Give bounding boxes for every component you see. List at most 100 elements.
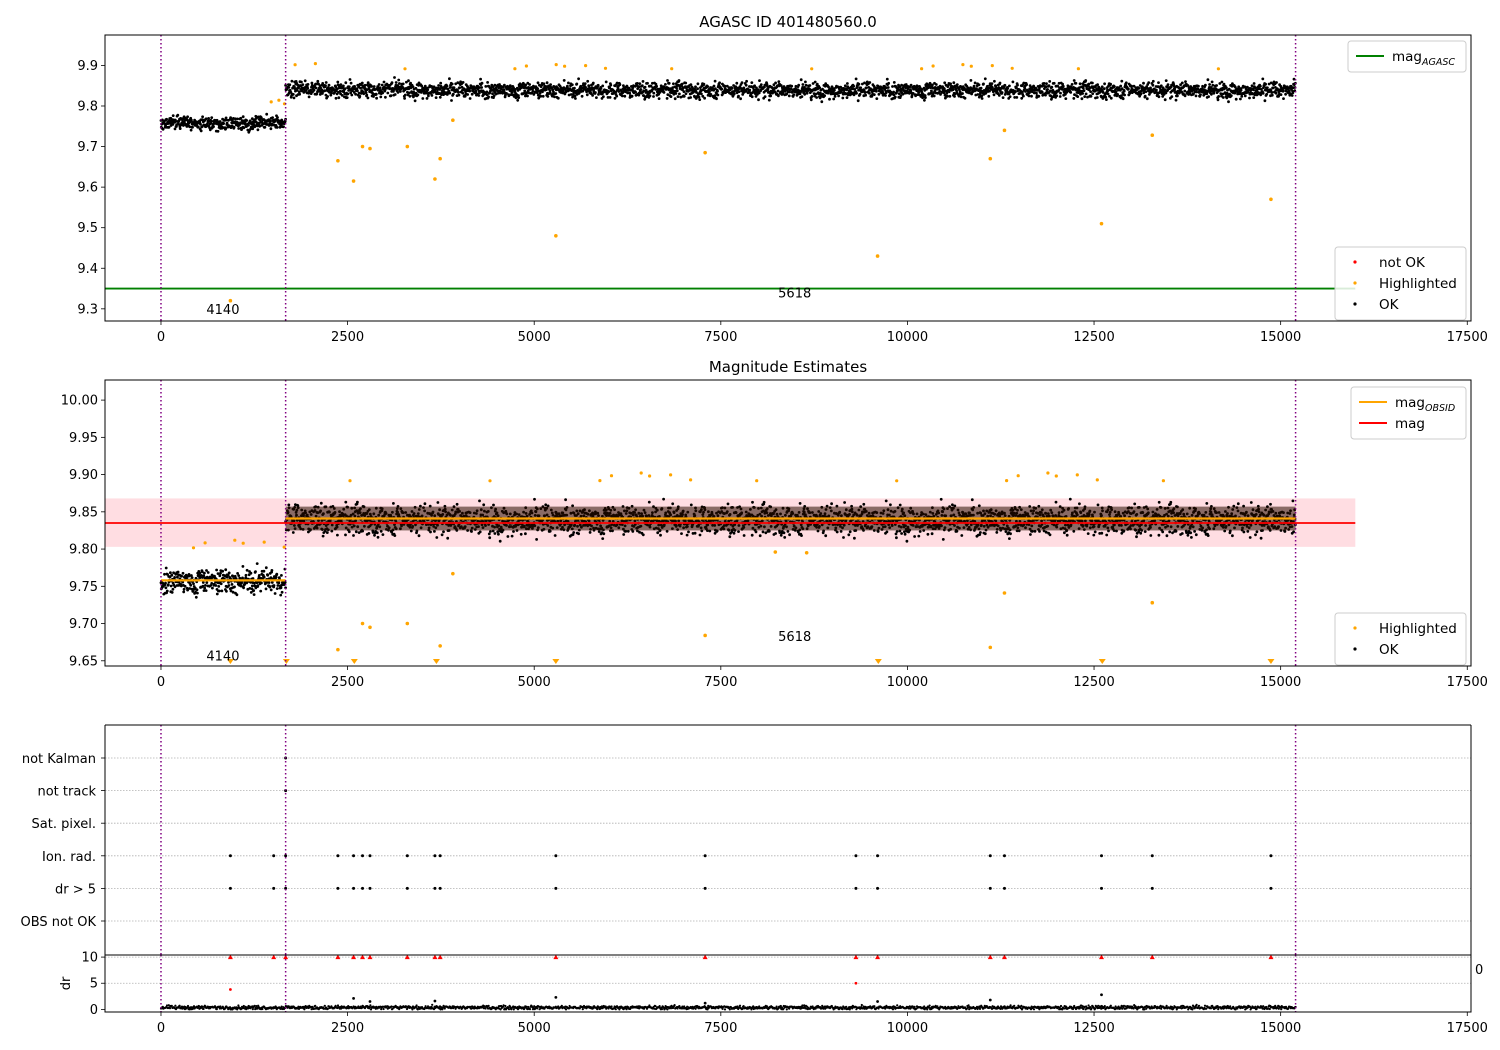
ok-point bbox=[695, 91, 698, 94]
ok-point bbox=[1078, 82, 1082, 86]
ok-point bbox=[450, 82, 454, 86]
ok-point bbox=[505, 92, 508, 95]
ok-point bbox=[401, 82, 405, 86]
ok-point bbox=[545, 81, 549, 85]
ok-point bbox=[814, 92, 818, 96]
ok-point bbox=[478, 91, 481, 95]
ok-point bbox=[984, 91, 988, 95]
ok-point bbox=[616, 87, 620, 91]
ok-point bbox=[951, 88, 955, 91]
highlighted-point bbox=[403, 67, 407, 71]
ok-point bbox=[182, 590, 186, 594]
ok-point bbox=[843, 84, 847, 88]
ok-point bbox=[440, 533, 444, 537]
ok-point bbox=[698, 98, 702, 101]
ok-point bbox=[833, 88, 836, 92]
ok-point bbox=[1183, 89, 1187, 93]
ok-point bbox=[990, 86, 994, 89]
ok-point bbox=[170, 573, 174, 577]
ok-point bbox=[362, 92, 366, 96]
ok-point bbox=[448, 91, 452, 95]
ok-point bbox=[507, 94, 511, 98]
ok-point bbox=[609, 83, 613, 87]
ok-point bbox=[354, 530, 358, 534]
ok-point bbox=[461, 91, 465, 95]
ok-point bbox=[818, 96, 822, 100]
ok-point bbox=[969, 79, 973, 82]
ok-point bbox=[205, 581, 209, 584]
highlighted-point bbox=[598, 479, 602, 483]
ok-point bbox=[1144, 90, 1148, 93]
ok-point bbox=[591, 81, 595, 85]
ok-point bbox=[198, 571, 202, 575]
ok-point bbox=[283, 581, 287, 584]
x-tick-label: 5000 bbox=[518, 330, 551, 345]
ok-point bbox=[544, 503, 548, 507]
ok-point bbox=[439, 81, 443, 85]
legend-dot-swatch bbox=[1353, 260, 1357, 264]
ok-point bbox=[596, 83, 600, 87]
ok-point bbox=[607, 90, 611, 94]
ok-point bbox=[942, 87, 946, 90]
ok-point bbox=[188, 125, 192, 129]
ok-point bbox=[548, 91, 552, 94]
ok-point bbox=[1044, 85, 1048, 89]
ok-point bbox=[430, 94, 434, 97]
ok-point bbox=[1234, 97, 1238, 101]
highlighted-point bbox=[405, 144, 410, 149]
ok-point bbox=[1227, 100, 1230, 104]
ok-point bbox=[1025, 83, 1028, 86]
ok-point bbox=[1176, 94, 1179, 98]
ok-point bbox=[485, 90, 489, 94]
ok-point bbox=[737, 90, 741, 93]
ok-point bbox=[973, 81, 977, 85]
ok-point bbox=[577, 532, 580, 536]
ok-point bbox=[573, 86, 576, 90]
ok-point bbox=[818, 86, 822, 90]
ok-point bbox=[630, 94, 634, 98]
ok-point bbox=[987, 94, 991, 98]
ok-point bbox=[707, 88, 711, 91]
ok-point bbox=[885, 77, 889, 81]
ok-point bbox=[227, 584, 231, 587]
ok-point bbox=[1194, 94, 1198, 98]
highlighted-point bbox=[703, 150, 707, 155]
ok-point bbox=[1084, 92, 1088, 96]
highlighted-point bbox=[451, 118, 455, 122]
ok-point bbox=[417, 534, 421, 538]
ok-point bbox=[641, 80, 645, 83]
ok-point bbox=[298, 92, 301, 96]
ok-point bbox=[1275, 81, 1278, 84]
ok-point bbox=[1022, 81, 1026, 85]
ok-point bbox=[1100, 85, 1104, 89]
ok-point bbox=[1180, 81, 1184, 85]
ok-point bbox=[689, 96, 692, 99]
ok-point bbox=[190, 576, 194, 579]
ok-point bbox=[297, 90, 301, 94]
ok-point bbox=[343, 87, 347, 90]
ok-point bbox=[792, 93, 796, 96]
highlighted-point bbox=[875, 254, 880, 258]
ok-point bbox=[1074, 81, 1078, 85]
highlighted-point bbox=[203, 541, 207, 545]
ok-point bbox=[506, 535, 510, 538]
ok-point bbox=[1104, 95, 1108, 99]
ok-point bbox=[777, 80, 781, 83]
ok-point bbox=[992, 93, 996, 97]
ok-point bbox=[703, 96, 706, 100]
ok-point bbox=[489, 530, 492, 533]
ok-point bbox=[677, 79, 681, 82]
ok-point bbox=[855, 86, 859, 90]
ok-point bbox=[178, 127, 182, 130]
ok-point bbox=[528, 83, 531, 86]
ok-point bbox=[248, 119, 252, 123]
ok-point bbox=[212, 125, 215, 129]
ok-point bbox=[173, 127, 177, 131]
ok-point bbox=[810, 95, 814, 98]
ok-point bbox=[886, 86, 890, 89]
ok-point bbox=[235, 593, 239, 597]
ok-point bbox=[1049, 89, 1052, 93]
ok-point bbox=[1060, 88, 1064, 91]
ok-point bbox=[656, 531, 660, 535]
